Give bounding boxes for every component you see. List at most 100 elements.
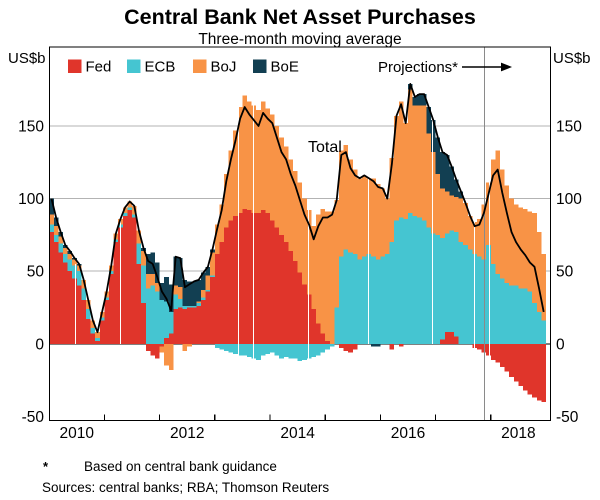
bar-segment-fed <box>53 242 59 344</box>
bar-segment-boj <box>122 207 128 214</box>
bar-segment-fed <box>518 343 523 386</box>
bar-segment-boe <box>168 284 174 312</box>
bar-segment-fed <box>274 227 280 344</box>
y-axis-label-left: 100 <box>18 191 44 208</box>
bar-segment-boj <box>155 282 160 292</box>
bar-segment-fed <box>490 343 496 360</box>
bar-segment-ecb <box>449 230 454 333</box>
bar-segment-fed <box>155 343 160 359</box>
bar-segment-boj <box>403 123 408 219</box>
bar-segment-fed <box>145 343 151 352</box>
plot-border <box>48 46 552 422</box>
bar-segment-fed <box>164 337 169 344</box>
bar-segment-fed <box>95 340 100 344</box>
bar-segment-ecb <box>403 218 408 344</box>
bar-segment-ecb <box>375 259 381 344</box>
bar-segment-boj <box>352 169 358 254</box>
bar-segment-fed <box>288 250 293 344</box>
bar-segment-boe <box>458 191 464 199</box>
bar-segment-ecb <box>385 253 390 344</box>
bar-segment-boe <box>371 343 376 347</box>
bar-segment-boe <box>417 94 422 106</box>
bar-segment-boj <box>541 253 546 321</box>
bar-segment-fed <box>210 277 215 344</box>
bar-segment-boj <box>205 275 211 291</box>
bar-segment-ecb <box>90 327 96 334</box>
bar-segment-boe <box>173 256 178 286</box>
bar-segment-fed <box>536 343 542 401</box>
legend-label-fed: Fed <box>86 59 112 76</box>
bar-segment-boe <box>421 94 427 106</box>
bar-segment-boj <box>242 95 247 209</box>
bar-segment-boe <box>145 253 151 275</box>
bar-segment-fed <box>339 343 344 349</box>
y-axis-unit-left: US$b <box>8 50 46 67</box>
legend-label-ecb: ECB <box>145 59 176 76</box>
legend-swatch-ecb <box>127 59 141 73</box>
bar-segment-boj <box>477 218 482 257</box>
bar-segment-boj <box>398 101 404 218</box>
bar-segment-ecb <box>306 343 312 359</box>
bar-segment-ecb <box>500 278 505 344</box>
bar-segment-boj <box>270 114 275 221</box>
bar-segment-ecb <box>233 343 238 354</box>
legend: Fed ECB BoJ BoE <box>68 59 299 76</box>
bar-segment-boj <box>348 159 353 253</box>
bar-segment-boe <box>440 152 445 189</box>
legend-swatch-boe <box>253 59 267 73</box>
bar-segment-fed <box>316 323 321 344</box>
bar-segment-fed <box>247 210 252 344</box>
bar-segment-fed <box>293 261 298 344</box>
bar-segment-boj <box>260 101 266 211</box>
bar-segment-ecb <box>136 243 142 264</box>
bar-segment-boe <box>155 262 160 283</box>
bar-segment-ecb <box>417 217 422 344</box>
bar-segment-ecb <box>279 343 284 359</box>
bar-segment-ecb <box>357 259 362 344</box>
bar-segment-ecb <box>122 213 128 217</box>
bar-segment-fed <box>224 227 229 344</box>
bar-segment-ecb <box>113 239 119 243</box>
bar-segment-fed <box>527 343 533 395</box>
bar-segment-boj <box>145 274 151 289</box>
bar-segment-boj <box>95 332 100 338</box>
bar-segment-ecb <box>104 297 109 301</box>
bar-segment-boj <box>247 101 252 211</box>
bar-segment-ecb <box>109 271 114 275</box>
bar-segment-boj <box>380 188 385 257</box>
bar-segment-ecb <box>371 256 376 344</box>
bar-segment-ecb <box>201 297 206 301</box>
bar-segment-ecb <box>541 320 546 344</box>
bar-segment-boj <box>86 300 91 309</box>
bar-segment-boj <box>329 211 335 344</box>
bar-segment-ecb <box>260 343 266 356</box>
bar-segment-fed <box>214 253 220 344</box>
bar-segment-fed <box>81 300 86 344</box>
bar-segment-ecb <box>53 234 59 243</box>
bar-segment-fed <box>532 343 537 398</box>
bar-segment-ecb <box>145 288 151 344</box>
bar-segment-ecb <box>196 303 201 307</box>
bar-segment-boj <box>311 226 316 309</box>
bar-segment-ecb <box>458 242 464 344</box>
bar-segment-fed <box>58 252 63 344</box>
projections-arrow-icon <box>462 62 512 72</box>
bar-segment-boe <box>444 155 450 192</box>
bar-segment-boj <box>233 130 238 217</box>
bar-segment-boj <box>394 115 399 221</box>
bar-segment-fed <box>260 210 266 344</box>
bar-segment-ecb <box>523 288 528 344</box>
bar-segment-ecb <box>467 249 473 344</box>
bar-segment-ecb <box>504 282 510 344</box>
bar-segment-fed <box>233 216 238 344</box>
bar-segment-ecb <box>302 343 307 360</box>
bar-segment-boj <box>219 204 224 243</box>
bar-segment-boj <box>325 211 330 341</box>
bar-segment-boe <box>187 281 192 307</box>
legend-swatch-fed <box>68 59 82 73</box>
bar-segment-ecb <box>81 288 86 301</box>
bar-segment-ecb <box>63 253 68 263</box>
bar-segment-fed <box>191 307 197 344</box>
bar-segment-boe <box>196 279 201 302</box>
x-axis-year-label: 2014 <box>280 425 315 442</box>
